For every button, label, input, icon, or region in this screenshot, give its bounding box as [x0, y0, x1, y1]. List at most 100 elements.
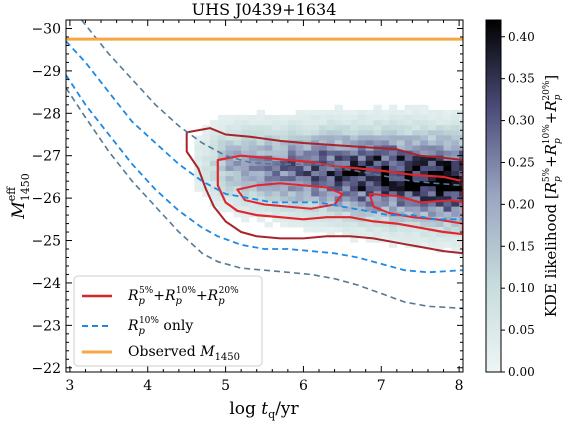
heatmap-cell [319, 196, 328, 202]
heatmap-cell [404, 135, 413, 141]
heatmap-cell [334, 145, 343, 152]
heatmap-cell [280, 211, 289, 218]
heatmap-cell [303, 135, 312, 141]
heatmap-cell [404, 125, 413, 131]
heatmap-cell [311, 206, 320, 213]
heatmap-cell [373, 104, 382, 111]
heatmap-cell [373, 135, 382, 141]
heatmap-cell [381, 176, 390, 182]
heatmap-cell [225, 196, 234, 202]
heatmap-cell [303, 130, 312, 136]
heatmap-cell [319, 130, 328, 136]
heatmap-cell [389, 186, 398, 192]
heatmap-cell [428, 109, 437, 116]
heatmap-cell [428, 130, 437, 136]
heatmap-cell [272, 115, 281, 121]
heatmap-cell [451, 242, 460, 248]
heatmap-cell [295, 135, 304, 141]
heatmap-cell [334, 140, 343, 146]
heatmap-cell [357, 171, 367, 177]
heatmap-cell [350, 145, 359, 152]
heatmap-cell [210, 145, 219, 152]
heatmap-cell [326, 227, 336, 233]
heatmap-cell [202, 155, 211, 162]
heatmap-cell [303, 201, 312, 208]
heatmap-cell [428, 140, 437, 146]
heatmap-cell [326, 171, 336, 177]
heatmap-cell [210, 150, 219, 157]
heatmap-cell [451, 125, 460, 131]
heatmap-cell [381, 221, 390, 228]
heatmap-cell [357, 211, 367, 218]
heatmap-cell [225, 145, 234, 152]
heatmap-cell [311, 227, 320, 233]
gray-dashed-curve-0 [80, 20, 463, 187]
heatmap-cell [303, 165, 312, 172]
heatmap-cell [311, 135, 320, 141]
heatmap-cell [420, 145, 429, 152]
heatmap-cell [357, 196, 367, 202]
heatmap-cell [287, 145, 297, 152]
heatmap-cell [248, 115, 258, 121]
heatmap-cell [396, 120, 406, 126]
heatmap-cell [389, 109, 398, 116]
heatmap-cell [303, 186, 312, 192]
heatmap-cell [451, 109, 460, 116]
heatmap-cell [217, 196, 227, 202]
heatmap-cell [319, 155, 328, 162]
heatmap-cell [326, 232, 336, 238]
heatmap-cell [287, 216, 297, 223]
heatmap-cell [412, 191, 421, 197]
heatmap-cell [443, 201, 452, 208]
heatmap-cell [256, 109, 265, 116]
heatmap-cell [202, 135, 211, 141]
x-axis-ticks: 3 4 5 6 7 8 [65, 20, 464, 394]
heatmap-cell [287, 191, 297, 197]
heatmap-cell [412, 196, 421, 202]
heatmap-cell [280, 176, 289, 182]
heatmap-cell [342, 181, 351, 187]
heatmap-cell [326, 155, 336, 162]
heatmap-cell [342, 206, 351, 213]
heatmap-cell [233, 130, 242, 136]
heatmap-cell [217, 201, 227, 208]
colorbar-tick-label: 0.30 [508, 114, 535, 128]
heatmap-cell [459, 130, 463, 136]
heatmap-cell [264, 206, 273, 213]
heatmap-cell [412, 237, 421, 243]
heatmap-cell [287, 186, 297, 192]
heatmap-cell [373, 120, 382, 126]
heatmap-cell [350, 186, 359, 192]
heatmap-cell [280, 135, 289, 141]
heatmap-cell [428, 171, 437, 177]
heatmap-cell [389, 227, 398, 233]
heatmap-cell [248, 160, 258, 167]
heatmap-cell [241, 165, 250, 172]
heatmap-cell [225, 135, 234, 141]
heatmap-cell [420, 216, 429, 223]
heatmap-cell [459, 109, 463, 116]
heatmap-cell [334, 176, 343, 182]
heatmap-cell [210, 181, 219, 187]
heatmap-cell [389, 135, 398, 141]
heatmap-cell [412, 140, 421, 146]
heatmap-cell [451, 130, 460, 136]
heatmap-cell [435, 150, 445, 157]
heatmap-cell [396, 181, 406, 187]
heatmap-cell [435, 242, 445, 248]
heatmap-cell [287, 211, 297, 218]
colorbar-tick-label: 0.05 [508, 323, 535, 337]
y-tick-label: −22 [31, 361, 61, 377]
heatmap-cell [396, 232, 406, 238]
heatmap-cell [334, 160, 343, 167]
heatmap-cell [357, 109, 367, 116]
heatmap-cell [233, 160, 242, 167]
heatmap-cell [342, 171, 351, 177]
heatmap-cell [303, 155, 312, 162]
heatmap-cell [428, 211, 437, 218]
heatmap-cell [202, 191, 211, 197]
heatmap-cell [319, 181, 328, 187]
heatmap-cell [389, 140, 398, 146]
heatmap-cell [365, 227, 374, 233]
heatmap-cell [264, 145, 273, 152]
